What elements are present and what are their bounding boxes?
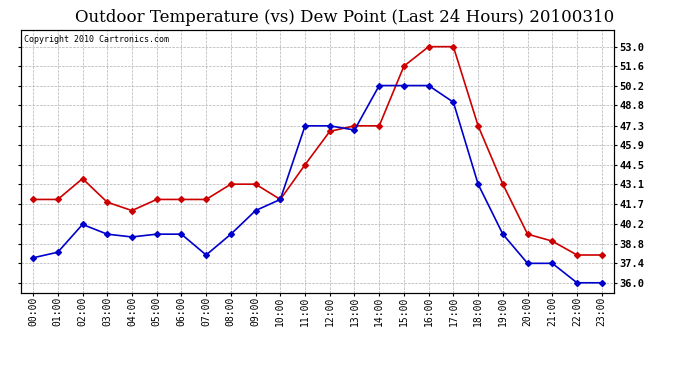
Text: Outdoor Temperature (vs) Dew Point (Last 24 Hours) 20100310: Outdoor Temperature (vs) Dew Point (Last… [75,9,615,26]
Text: Copyright 2010 Cartronics.com: Copyright 2010 Cartronics.com [23,35,168,44]
